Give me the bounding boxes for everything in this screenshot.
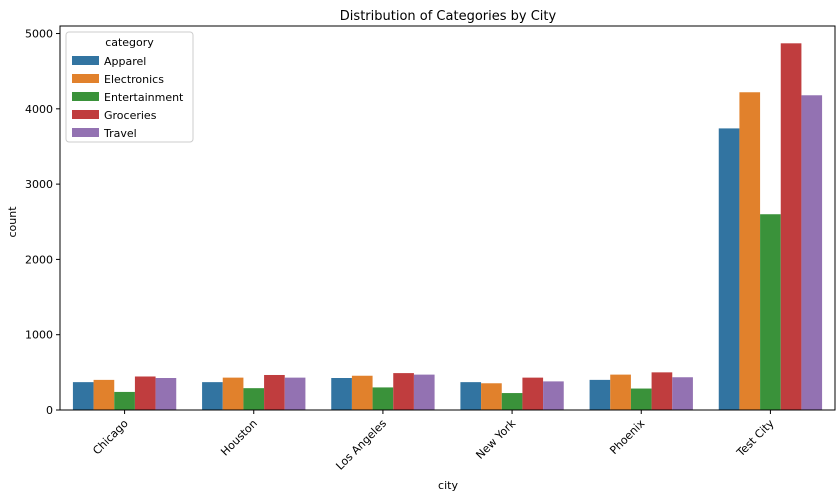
bar-groceries-phoenix (651, 372, 673, 410)
bar-groceries-los-angeles (393, 373, 414, 410)
legend-swatch (72, 128, 99, 137)
bar-entertainment-chicago (114, 391, 135, 410)
bar-entertainment-new-york (501, 393, 523, 410)
bar-apparel-phoenix (589, 379, 611, 410)
bar-travel-test-city (801, 95, 823, 410)
bar-groceries-new-york (522, 377, 544, 410)
legend-label: Apparel (104, 55, 146, 68)
y-tick-label: 2000 (25, 253, 53, 266)
legend-label: Travel (103, 127, 137, 140)
bar-travel-chicago (155, 378, 177, 410)
legend-title: category (105, 36, 154, 49)
y-axis-title: count (6, 206, 19, 238)
x-tick-label: Test City (734, 417, 777, 460)
bar-entertainment-test-city (760, 214, 781, 410)
bar-electronics-los-angeles (351, 375, 373, 410)
x-tick-label: Los Angeles (333, 417, 389, 473)
bar-electronics-houston (222, 377, 244, 410)
chart-title: Distribution of Categories by City (340, 9, 557, 24)
bar-entertainment-los-angeles (372, 387, 394, 410)
bar-apparel-houston (202, 382, 223, 410)
y-tick-label: 0 (46, 404, 53, 417)
bar-groceries-houston (264, 374, 285, 410)
plot-frame (59, 25, 836, 411)
x-tick-label: Houston (218, 417, 260, 459)
bar-electronics-new-york (481, 383, 502, 410)
bar-apparel-new-york (460, 382, 482, 410)
legend: category Apparel Electronics Entertainment G… (65, 31, 194, 143)
bar-groceries-chicago (134, 376, 156, 410)
legend-swatch (72, 74, 99, 83)
legend-swatch (72, 56, 99, 65)
bar-travel-phoenix (672, 377, 693, 410)
y-tick-label: 4000 (25, 103, 53, 116)
bar-electronics-phoenix (610, 374, 631, 410)
legend-swatch (72, 92, 99, 101)
x-axis-title: city (438, 479, 458, 492)
bar-travel-houston (284, 377, 306, 410)
legend-label: Entertainment (104, 91, 184, 104)
legend-label: Groceries (104, 109, 157, 122)
legend-label: Electronics (104, 73, 164, 86)
y-tick-label: 1000 (25, 329, 53, 342)
y-tick-label: 5000 (25, 28, 53, 41)
bar-entertainment-houston (243, 388, 265, 410)
bar-electronics-chicago (93, 379, 115, 410)
bar-apparel-test-city (718, 128, 740, 410)
bar-entertainment-phoenix (630, 388, 652, 410)
x-tick-label: New York (473, 416, 518, 461)
y-tick-label: 3000 (25, 178, 53, 191)
bar-apparel-chicago (72, 382, 94, 410)
bar-travel-new-york (543, 381, 564, 410)
bar-groceries-test-city (780, 43, 802, 410)
x-axis: Chicago Houston Los Angeles New York Phoenix… (90, 410, 777, 473)
legend-swatch (72, 110, 99, 119)
bar-travel-los-angeles (413, 374, 435, 410)
x-tick-label: Chicago (90, 417, 131, 458)
bar-electronics-test-city (739, 92, 761, 411)
x-tick-label: Phoenix (607, 417, 647, 457)
bar-apparel-los-angeles (331, 378, 352, 410)
bars-group (72, 43, 823, 411)
y-axis: 0 1000 2000 3000 4000 5000 (25, 28, 60, 417)
